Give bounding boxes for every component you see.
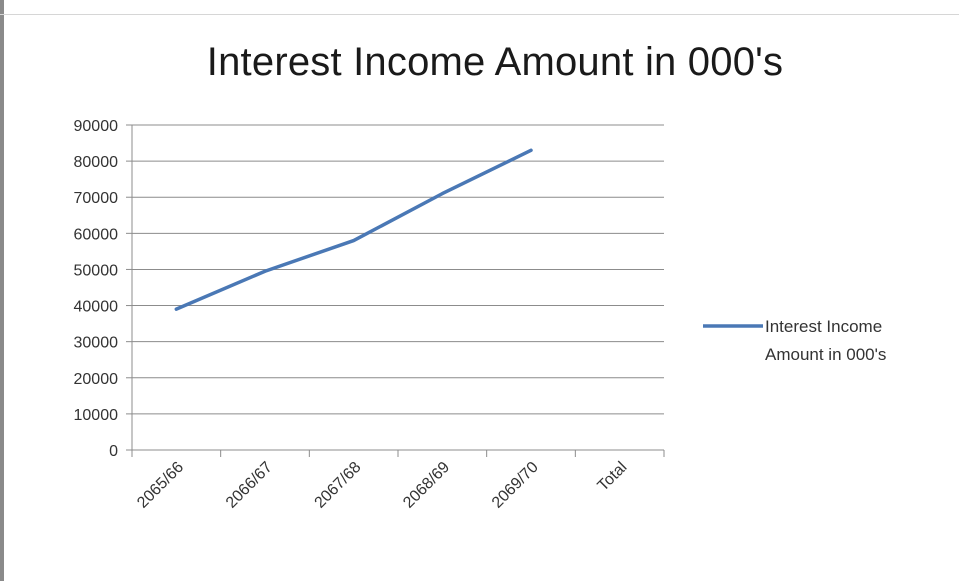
x-tick-labels: 2065/66 2066/67 2067/68 2068/69 2069/70 Total	[134, 459, 630, 512]
x-tick-label: 2069/70	[489, 459, 542, 512]
chart-title: Interest Income Amount in 000's	[206, 40, 784, 84]
frame-top-border	[0, 14, 959, 15]
y-tick-labels: 0 10000 20000 30000 40000 50000 60000 70000 8000…	[74, 118, 119, 460]
gridlines	[132, 124, 664, 415]
frame-left-border	[0, 0, 4, 581]
y-tick-label: 30000	[74, 335, 119, 352]
legend: Interest Income Amount in 000's	[703, 317, 886, 364]
data-point	[440, 192, 444, 196]
data-point	[529, 148, 533, 152]
y-tick-label: 70000	[74, 190, 119, 207]
y-tick-label: 50000	[74, 262, 119, 279]
axes	[126, 124, 665, 457]
x-tick-label: Total	[595, 459, 631, 495]
y-tick-label: 40000	[74, 299, 119, 316]
data-point	[352, 239, 356, 243]
y-tick-label: 10000	[74, 407, 119, 424]
x-tick-label: 2067/68	[312, 459, 365, 512]
series-line	[174, 148, 533, 311]
legend-label: Amount in 000's	[765, 345, 886, 364]
y-tick-label: 0	[109, 443, 118, 460]
series-group	[174, 148, 533, 311]
x-tick-label: 2066/67	[223, 459, 276, 512]
data-point	[263, 269, 267, 273]
y-tick-label: 60000	[74, 226, 119, 243]
x-tick-label: 2068/69	[400, 459, 453, 512]
y-tick-label: 80000	[74, 154, 119, 171]
y-tick-label: 90000	[74, 118, 119, 135]
y-tick-label: 20000	[74, 371, 119, 388]
legend-label: Interest Income	[765, 317, 882, 336]
x-tick-label: 2065/66	[134, 459, 187, 512]
data-point	[174, 307, 178, 311]
